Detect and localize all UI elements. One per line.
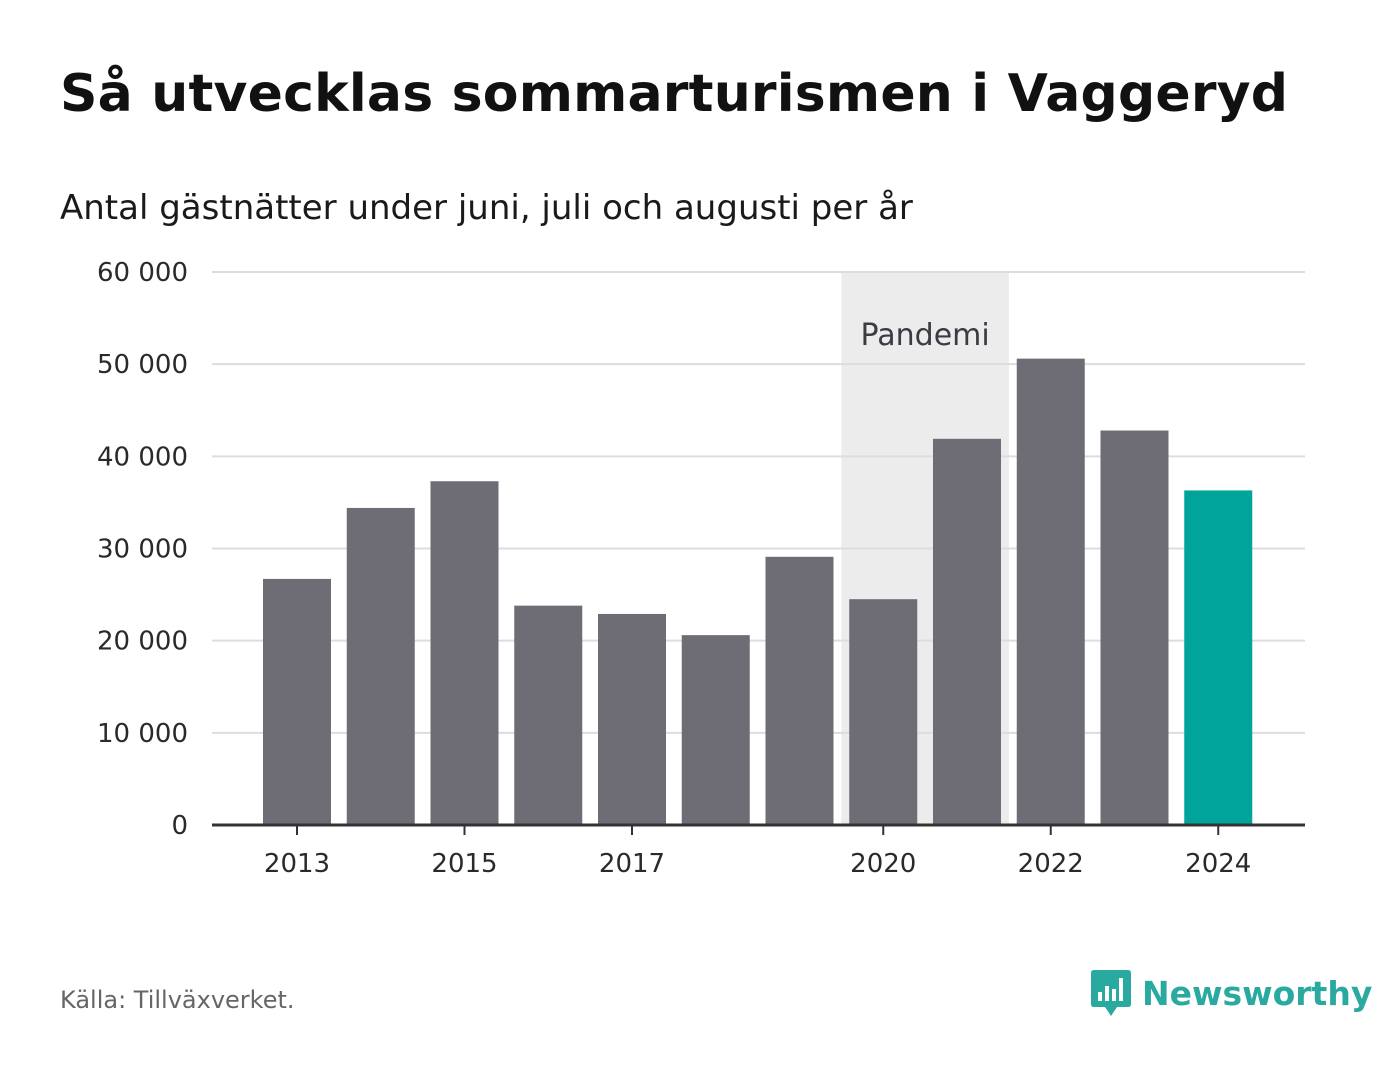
brand-name: Newsworthy	[1142, 973, 1373, 1013]
y-tick-label: 10 000	[97, 719, 188, 749]
newsworthy-icon	[1091, 970, 1131, 1016]
bar-2016	[514, 605, 583, 825]
pandemic-label: Pandemi	[861, 318, 990, 353]
bar-2020	[849, 599, 918, 825]
chart-subtitle: Antal gästnätter under juni, juli och au…	[60, 188, 913, 228]
y-tick-label: 60 000	[97, 258, 188, 288]
bar-2013	[263, 578, 331, 825]
x-tick-label: 2020	[850, 849, 916, 879]
x-tick-label: 2017	[599, 849, 665, 879]
source-note: Källa: Tillväxverket.	[60, 986, 295, 1014]
bar-2024	[1184, 490, 1253, 825]
y-tick-label: 0	[171, 811, 188, 841]
y-tick-label: 40 000	[97, 442, 188, 472]
chart-title: Så utvecklas sommarturismen i Vaggeryd	[60, 64, 1289, 124]
bar-2018	[681, 635, 750, 825]
x-tick-label: 2022	[1018, 849, 1084, 879]
x-tick-label: 2015	[431, 849, 497, 879]
bar-2022	[1016, 358, 1085, 825]
bar-2023	[1100, 430, 1169, 825]
y-tick-label: 30 000	[97, 535, 188, 565]
bar-2014	[346, 507, 415, 825]
bar-2019	[765, 556, 834, 825]
bar-2017	[598, 613, 666, 825]
x-tick-label: 2024	[1185, 849, 1251, 879]
bar-2021	[933, 438, 1001, 825]
newsworthy-logo: Newsworthy	[1090, 968, 1372, 1018]
x-tick-label: 2013	[264, 849, 330, 879]
bar-2015	[430, 481, 499, 825]
y-tick-label: 50 000	[97, 350, 188, 380]
y-tick-label: 20 000	[97, 627, 188, 657]
